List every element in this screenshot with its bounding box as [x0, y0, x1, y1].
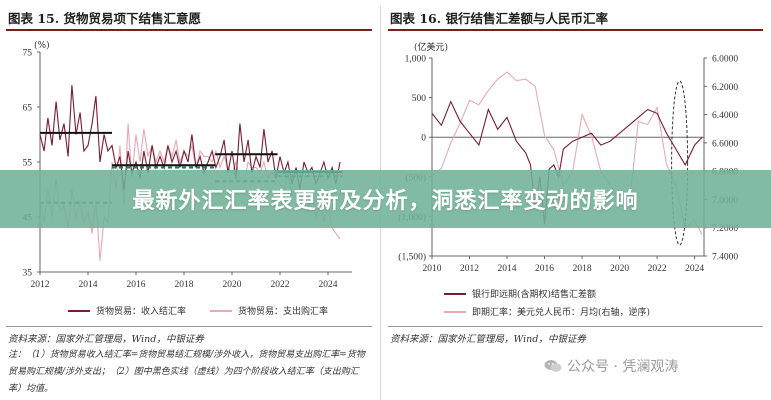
legend-swatch-settlement — [444, 292, 466, 295]
left-legend-label-1: 货物贸易：收入结汇率 — [96, 307, 187, 317]
left-y-tick-label: 65 — [23, 104, 33, 114]
wechat-icon — [544, 360, 562, 372]
left-x-tick-label: 2014 — [79, 280, 98, 290]
right-chart-x-tick-label: 2024 — [685, 264, 704, 274]
highlight-ellipse — [671, 80, 689, 246]
right-chart-left-tick-label: 1,000 — [405, 55, 427, 65]
left-x-tick-label: 2020 — [223, 280, 242, 290]
right-chart-x-tick-label: 2014 — [498, 264, 517, 274]
right-chart-title: 图表 16. 银行结售汇差额与人民币汇率 — [390, 11, 608, 26]
right-chart-x-tick-label: 2020 — [610, 264, 629, 274]
left-legend-item-1: 货物贸易：收入结汇率 — [68, 304, 186, 317]
right-legend-label-1: 银行即远期(含期权)结售汇差额 — [472, 290, 597, 300]
right-chart-x-tick-label: 2010 — [423, 264, 442, 274]
right-chart-x-tick-label: 2022 — [648, 264, 667, 274]
headline-banner: 最新外汇汇率表更新及分析，洞悉汇率变动的影响 — [0, 170, 771, 228]
right-chart-svg: (亿美元)(1,500)(1,000)(500)05001,0006.00006… — [398, 41, 738, 274]
legend-swatch-income — [68, 309, 90, 312]
right-source-rule — [388, 326, 763, 327]
right-chart-left-tick-label: 500 — [412, 94, 427, 104]
right-legend-label-2: 即期汇率：美元兑人民币：月均(右轴，逆序) — [472, 308, 651, 318]
left-legend-label-2: 货物贸易：支出购汇率 — [238, 307, 329, 317]
right-legend-item-2: 即期汇率：美元兑人民币：月均(右轴，逆序) — [444, 305, 650, 318]
legend-swatch-fx — [444, 310, 466, 313]
right-chart-right-tick-label: 6.6000 — [712, 139, 738, 149]
watermark: 公众号 · 凭澜观涛 — [544, 356, 678, 376]
left-source: 资料来源：国家外汇管理局，Wind，中银证券 — [8, 334, 204, 345]
chart-panel-left: 图表 15. 货物贸易项下结售汇意愿 (%)354555657520122014… — [0, 0, 380, 400]
left-y-tick-label: 75 — [23, 49, 33, 59]
right-chart-right-tick-label: 6.4000 — [712, 111, 738, 121]
left-y-tick-label: 35 — [23, 269, 33, 279]
watermark-text: 公众号 · 凭澜观涛 — [567, 359, 679, 375]
right-chart-x-tick-label: 2016 — [535, 264, 554, 274]
left-note: 注：（1）货物贸易收入结汇率=货物贸易结汇规模/涉外收入，货物贸易支出购汇率=货… — [8, 350, 365, 394]
left-x-tick-label: 2018 — [175, 280, 194, 290]
right-legend-item-1: 银行即远期(含期权)结售汇差额 — [444, 287, 596, 300]
legend-swatch-payment — [210, 309, 232, 312]
left-title-rule — [6, 29, 372, 31]
left-x-tick-label: 2022 — [271, 280, 290, 290]
headline-text: 最新外汇汇率表更新及分析，洞悉汇率变动的影响 — [132, 189, 639, 214]
right-chart-x-tick-label: 2012 — [460, 264, 479, 274]
left-x-tick-label: 2016 — [127, 280, 146, 290]
right-chart-left-tick-label: (1,500) — [398, 252, 426, 263]
left-y-axis-unit: (%) — [34, 40, 50, 51]
left-chart-svg: (%)3545556575201220142016201820202022202… — [23, 40, 352, 290]
right-chart-y-unit: (亿美元) — [414, 41, 448, 53]
right-title-rule — [388, 29, 763, 31]
right-chart-right-tick-label: 7.2000 — [712, 224, 738, 234]
right-source: 资料来源：国家外汇管理局，Wind，中银证券 — [390, 334, 586, 345]
right-chart-right-tick-label: 7.4000 — [712, 253, 738, 263]
left-y-tick-label: 55 — [23, 159, 33, 169]
right-chart-left-tick-label: 0 — [421, 134, 426, 144]
left-chart-title: 图表 15. 货物贸易项下结售汇意愿 — [8, 11, 201, 26]
left-x-tick-label: 2012 — [31, 280, 50, 290]
right-chart-right-tick-label: 6.2000 — [712, 83, 738, 93]
left-legend-item-2: 货物贸易：支出购汇率 — [210, 304, 328, 317]
left-source-rule — [6, 326, 372, 327]
right-chart-right-tick-label: 6.0000 — [712, 55, 738, 65]
right-chart-x-tick-label: 2018 — [573, 264, 592, 274]
left-x-tick-label: 2024 — [319, 280, 338, 290]
